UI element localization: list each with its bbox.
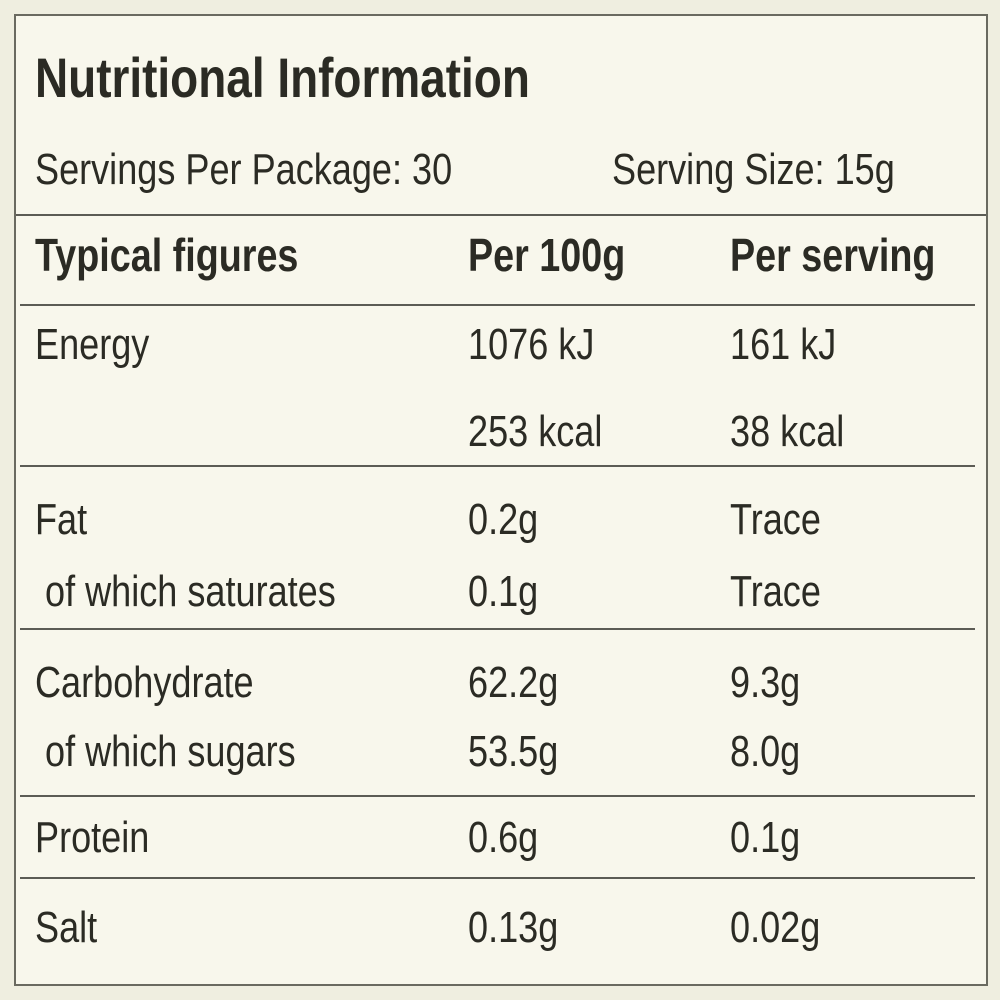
table-cell: 0.1g — [730, 813, 801, 862]
header-cell: Per 100g — [468, 229, 626, 281]
table-cell: Trace — [730, 567, 821, 616]
divider — [20, 877, 975, 879]
table-cell: 62.2g — [468, 658, 559, 707]
table-cell: 161 kJ — [730, 320, 837, 369]
table-cell: Protein — [35, 813, 150, 862]
table-cell: 8.0g — [730, 727, 801, 776]
table-cell: 0.13g — [468, 903, 559, 952]
divider — [20, 628, 975, 630]
divider — [20, 465, 975, 467]
label-box — [14, 14, 988, 986]
table-cell: 53.5g — [468, 727, 559, 776]
table-cell: 9.3g — [730, 658, 801, 707]
divider — [20, 795, 975, 797]
table-cell: Salt — [35, 903, 98, 952]
divider — [20, 304, 975, 306]
table-cell: of which sugars — [45, 727, 296, 776]
table-cell: 0.02g — [730, 903, 821, 952]
table-cell: Carbohydrate — [35, 658, 254, 707]
servings-per-package: Servings Per Package: 30 — [35, 145, 453, 194]
divider — [16, 214, 986, 216]
table-cell: 253 kcal — [468, 407, 603, 456]
table-cell: 0.2g — [468, 495, 539, 544]
table-cell: 0.1g — [468, 567, 539, 616]
header-cell: Typical figures — [35, 229, 299, 281]
table-cell: 0.6g — [468, 813, 539, 862]
table-cell: of which saturates — [45, 567, 336, 616]
table-cell: 1076 kJ — [468, 320, 595, 369]
title: Nutritional Information — [35, 46, 530, 109]
serving-size: Serving Size: 15g — [612, 145, 895, 194]
header-cell: Per serving — [730, 229, 936, 281]
table-cell: Trace — [730, 495, 821, 544]
table-cell: Energy — [35, 320, 150, 369]
table-cell: 38 kcal — [730, 407, 845, 456]
table-cell: Fat — [35, 495, 88, 544]
